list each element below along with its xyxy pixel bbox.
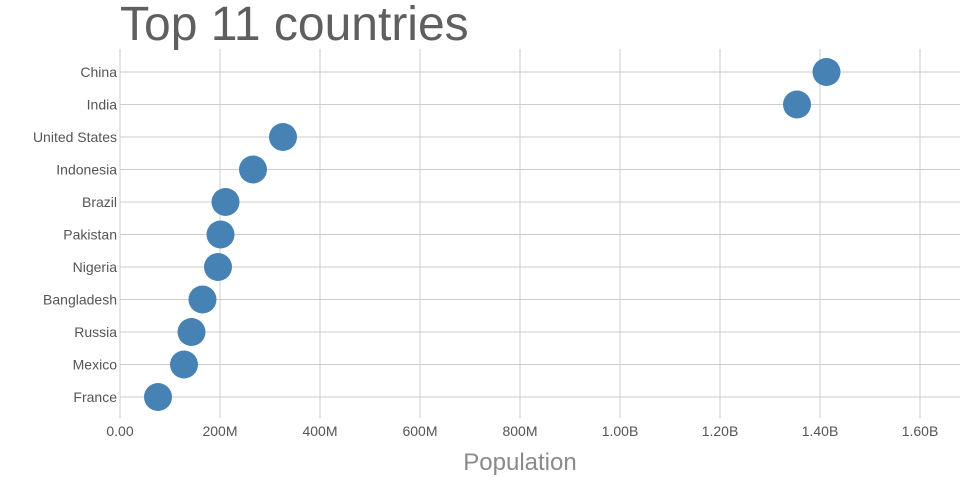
y-category-label: Mexico	[73, 357, 118, 373]
x-tick-label: 1.60B	[902, 423, 939, 439]
data-point	[783, 90, 811, 119]
x-tick-label: 400M	[302, 423, 337, 439]
x-axis-tick-labels: 0.00 200M 400M 600M 800M 1.00B 1.20B 1.40B 1.60B	[106, 423, 938, 439]
y-category-label: Russia	[74, 324, 117, 340]
data-point	[211, 188, 240, 216]
x-tick-label: 1.20B	[702, 423, 739, 439]
x-tick-label: 1.40B	[802, 423, 839, 439]
data-point	[239, 155, 267, 184]
y-category-label: Nigeria	[73, 259, 118, 275]
data-point	[177, 318, 206, 346]
data-point	[188, 285, 217, 314]
x-axis-title: Population	[463, 449, 576, 476]
x-tick-label: 800M	[502, 423, 537, 439]
chart-title: Top 11 countries	[120, 0, 469, 51]
data-point	[269, 123, 297, 151]
x-tick-label: 0.00	[106, 423, 133, 439]
y-category-label: India	[87, 97, 118, 113]
y-category-label: Brazil	[82, 194, 117, 210]
x-tick-label: 1.00B	[602, 423, 639, 439]
x-tick-label: 200M	[202, 423, 237, 439]
y-category-label: China	[80, 64, 117, 80]
grid-layer	[119, 49, 960, 418]
y-category-label: France	[73, 389, 117, 405]
data-point	[206, 220, 235, 249]
data-point	[144, 383, 172, 411]
data-point	[812, 58, 841, 86]
y-category-label: Pakistan	[63, 227, 117, 243]
y-category-label: Indonesia	[56, 162, 117, 178]
y-category-label: United States	[33, 129, 117, 145]
x-tick-label: 600M	[402, 423, 437, 439]
y-axis-labels: China India United States Indonesia Brazil Pa…	[33, 64, 117, 405]
y-category-label: Bangladesh	[43, 292, 117, 308]
data-points	[144, 58, 841, 411]
data-point	[170, 350, 198, 379]
data-point	[204, 253, 232, 281]
